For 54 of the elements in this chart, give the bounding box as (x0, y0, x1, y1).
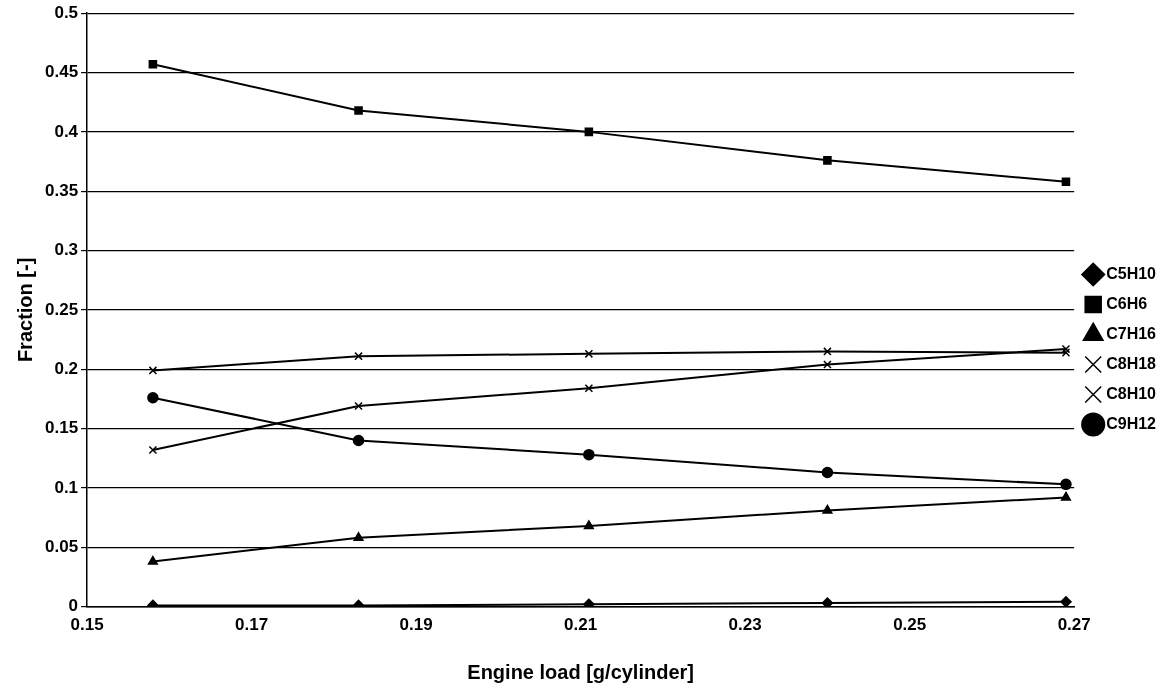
point (1061, 344, 1071, 354)
legend-label: C7H16 (1106, 324, 1157, 342)
y-tick-label: 0.25 (44, 299, 79, 319)
x-tick-label: 0.27 (1057, 615, 1091, 635)
x-tick-label: 0.15 (70, 615, 104, 635)
point (1060, 596, 1072, 607)
legend-label: C6H6 (1106, 294, 1148, 312)
point (822, 504, 833, 514)
point (1060, 478, 1072, 491)
point (821, 597, 834, 607)
y-tick-label: 0.1 (54, 477, 79, 497)
point (823, 347, 832, 356)
point (821, 466, 834, 479)
point (823, 156, 832, 165)
x-axis-title: Engine load [g/cylinder] (467, 660, 694, 683)
point (584, 383, 594, 393)
y-tick-label: 0.3 (54, 240, 79, 260)
point (583, 520, 594, 530)
y-tick-label: 0.35 (44, 180, 79, 200)
point (352, 434, 365, 447)
legend-label: C8H10 (1106, 384, 1157, 402)
point (583, 598, 595, 607)
x-tick-label: 0.21 (564, 615, 598, 635)
point (353, 532, 364, 542)
y-tick-label: 0.05 (44, 536, 79, 556)
point (148, 445, 158, 455)
y-tick-label: 0.5 (54, 2, 79, 22)
point (823, 360, 832, 369)
point (147, 391, 159, 404)
legend-label: C8H18 (1106, 354, 1157, 372)
x-tick-label: 0.23 (728, 615, 762, 635)
y-tick-label: 0.45 (44, 62, 79, 82)
x-tick-label: 0.17 (235, 615, 269, 635)
point (354, 106, 363, 115)
legend-label: C9H12 (1106, 414, 1157, 432)
point (1061, 177, 1071, 187)
y-tick-label: 0.2 (54, 358, 79, 378)
point (1060, 491, 1072, 501)
point (1061, 348, 1071, 357)
x-tick-label: 0.25 (893, 615, 927, 635)
point (147, 555, 158, 565)
point (148, 366, 158, 375)
x-tick-label: 0.19 (399, 615, 433, 635)
point (583, 448, 595, 461)
y-tick-label: 0.15 (44, 418, 79, 438)
legend-label: C5H10 (1106, 264, 1157, 282)
y-axis-title: Fraction [-] (13, 257, 36, 363)
point (584, 127, 594, 137)
point (354, 351, 363, 361)
point (354, 401, 363, 411)
point (148, 59, 158, 69)
y-tick-label: 0.4 (54, 121, 79, 141)
point (584, 349, 594, 359)
y-tick-label: 0 (68, 596, 79, 616)
